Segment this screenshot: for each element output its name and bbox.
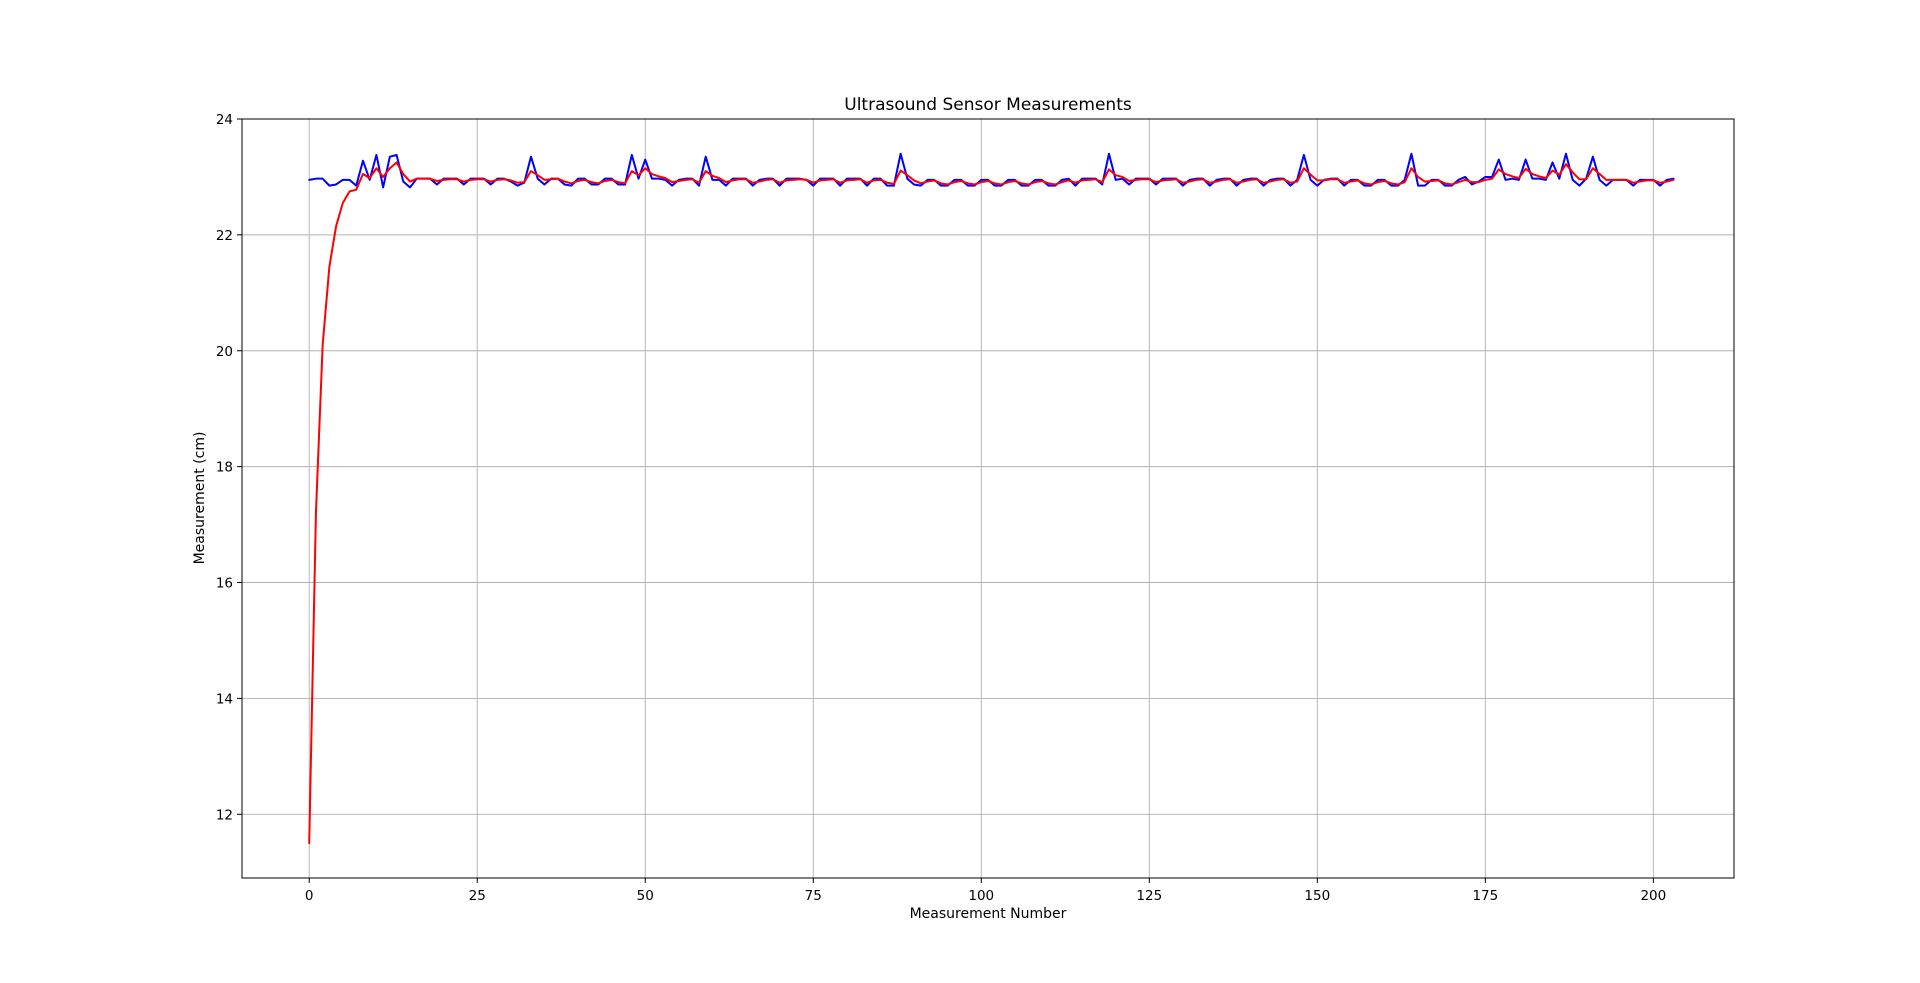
- x-tick-label: 50: [637, 888, 654, 904]
- series-lines: [308, 152, 1675, 845]
- y-tick-label: 24: [216, 112, 233, 128]
- y-tick-label: 14: [216, 691, 233, 707]
- axis-ticks: 0 25 50 75 100 125 150 175 200 12 14 16 18 20 22 24: [216, 112, 1666, 904]
- y-tick-label: 22: [216, 228, 233, 244]
- y-tick-label: 18: [216, 460, 233, 476]
- x-tick-label: 150: [1304, 888, 1330, 904]
- x-tick-label: 100: [968, 888, 994, 904]
- plot-area-frame: [241, 118, 1735, 879]
- x-tick-label: 0: [305, 888, 314, 904]
- x-tick-label: 200: [1640, 888, 1666, 904]
- y-tick-label: 20: [216, 344, 233, 360]
- x-tick-label: 25: [469, 888, 486, 904]
- x-axis-label: Measurement Number: [910, 906, 1067, 922]
- y-axis-label: Measurement (cm): [192, 432, 208, 565]
- x-tick-label: 125: [1136, 888, 1162, 904]
- chart-title: Ultrasound Sensor Measurements: [844, 95, 1132, 115]
- x-tick-label: 75: [805, 888, 822, 904]
- y-tick-label: 12: [216, 807, 233, 823]
- series-line-red: [308, 161, 1675, 845]
- grid: [242, 118, 1734, 878]
- x-tick-label: 175: [1472, 888, 1498, 904]
- y-tick-label: 16: [216, 576, 233, 592]
